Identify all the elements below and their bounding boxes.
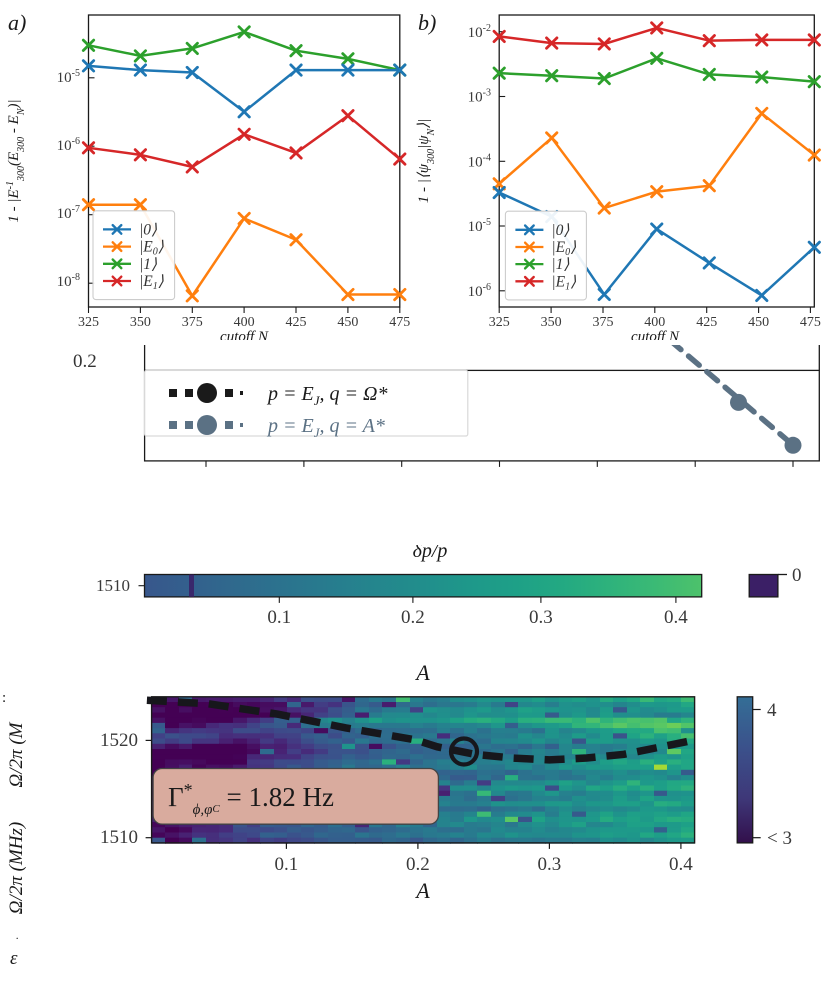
svg-text:a): a) [8, 10, 26, 35]
svg-text:0.00: 0.00 [289, 472, 319, 475]
svg-text:350: 350 [541, 315, 562, 330]
svg-text:|1⟩: |1⟩ [139, 256, 157, 273]
svg-text:˙: ˙ [15, 934, 19, 949]
svg-text:1510: 1510 [100, 827, 138, 848]
svg-text:350: 350 [130, 315, 151, 330]
svg-text:Ω/2π (M: Ω/2π (M [6, 721, 27, 787]
svg-text:1 - |E-1300(E300 - EN)|: 1 - |E-1300(E300 - EN)| [5, 99, 27, 222]
svg-text:10-6: 10-6 [57, 136, 80, 154]
svg-text:0.2: 0.2 [73, 351, 97, 372]
svg-text:10-4: 10-4 [468, 152, 491, 170]
svg-text:δp/p: δp/p [413, 545, 448, 562]
svg-text:|1⟩: |1⟩ [551, 256, 569, 273]
svg-text:A: A [414, 660, 430, 685]
svg-text:0.04: 0.04 [485, 472, 515, 475]
svg-text:375: 375 [593, 315, 614, 330]
svg-text:0.08: 0.08 [680, 472, 710, 475]
svg-text:0.2: 0.2 [406, 854, 430, 875]
svg-text:10-3: 10-3 [468, 88, 491, 106]
svg-text:< 3: < 3 [767, 828, 792, 849]
svg-text:475: 475 [389, 315, 410, 330]
svg-text:10-6: 10-6 [468, 282, 491, 300]
svg-text:0.3: 0.3 [529, 607, 553, 628]
svg-text:p = EJ, q = Ω*: p = EJ, q = Ω* [266, 383, 387, 408]
svg-text:475: 475 [800, 315, 821, 330]
svg-text:10-8: 10-8 [57, 272, 80, 290]
svg-text:0.10: 0.10 [778, 472, 808, 475]
svg-text:425: 425 [286, 315, 307, 330]
svg-text:10-5: 10-5 [57, 68, 80, 86]
svg-text:A: A [414, 878, 430, 903]
svg-text:0.2: 0.2 [401, 607, 425, 628]
svg-text:10-2: 10-2 [468, 23, 491, 41]
svg-text:cutoff N: cutoff N [220, 329, 269, 340]
svg-text:425: 425 [696, 315, 717, 330]
svg-text:400: 400 [234, 315, 255, 330]
svg-text:|E0⟩: |E0⟩ [139, 239, 164, 258]
svg-text::: : [2, 690, 6, 706]
svg-text:1 - |⟨ψ300|ψN⟩|: 1 - |⟨ψ300|ψN⟩| [416, 119, 437, 203]
svg-text:|E1⟩: |E1⟩ [551, 273, 576, 292]
svg-text:b): b) [418, 10, 436, 35]
svg-text:10-5: 10-5 [468, 217, 491, 235]
svg-text:|0⟩: |0⟩ [551, 222, 569, 239]
svg-text:ε: ε [10, 948, 18, 969]
svg-text:|E1⟩: |E1⟩ [139, 273, 164, 292]
svg-text:450: 450 [337, 315, 358, 330]
svg-text:0.4: 0.4 [664, 607, 688, 628]
svg-text:1510: 1510 [96, 576, 130, 595]
svg-text:p = EJ, q = A*: p = EJ, q = A* [266, 415, 385, 440]
svg-text:450: 450 [748, 315, 769, 330]
svg-text:0.3: 0.3 [538, 854, 562, 875]
svg-text:0.02: 0.02 [387, 472, 417, 475]
svg-text:400: 400 [644, 315, 665, 330]
svg-text:cutoff N: cutoff N [631, 329, 680, 340]
svg-text:10-7: 10-7 [57, 204, 80, 222]
svg-text:4: 4 [767, 700, 777, 721]
svg-text:0.4: 0.4 [669, 854, 693, 875]
svg-text:375: 375 [182, 315, 203, 330]
svg-text:0.1: 0.1 [267, 607, 291, 628]
svg-text:1520: 1520 [100, 730, 138, 751]
svg-text:325: 325 [78, 315, 99, 330]
svg-text:-0.02: -0.02 [188, 472, 223, 475]
svg-text:|0⟩: |0⟩ [139, 221, 157, 238]
svg-text:0.06: 0.06 [582, 472, 612, 475]
svg-text:0: 0 [792, 565, 802, 586]
svg-text:325: 325 [489, 315, 510, 330]
svg-text:0.1: 0.1 [275, 854, 299, 875]
svg-text:Ω/2π (MHz): Ω/2π (MHz) [6, 822, 27, 914]
